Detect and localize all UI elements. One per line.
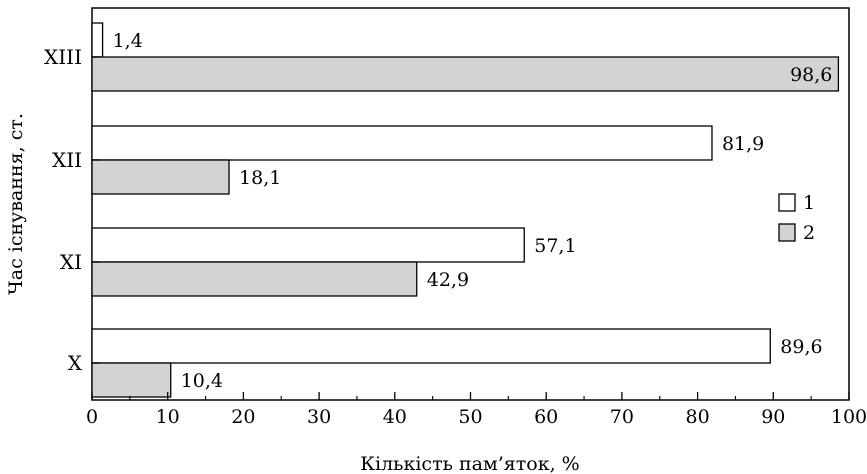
y-axis-title: Час існування, ст. — [5, 113, 27, 295]
x-tick-label-50: 50 — [458, 406, 482, 428]
x-axis-title: Кількість пам’яток, % — [360, 453, 579, 474]
legend-swatch-2 — [778, 223, 796, 242]
bar-series-1-XIII — [91, 22, 104, 58]
value-label-series-1-XII: 81,9 — [722, 133, 764, 155]
x-axis-ticks: 0 10 20 30 40 50 60 70 80 90 100 — [86, 392, 867, 428]
legend: 12 — [778, 192, 815, 244]
legend-swatch-1 — [778, 193, 796, 212]
bar-series-2-XI — [91, 261, 418, 297]
bars — [91, 22, 840, 398]
value-label-series-2-XI: 42,9 — [427, 269, 469, 291]
bar-series-1-XI — [91, 227, 525, 263]
x-tick-label-90: 90 — [761, 406, 785, 428]
bar-series-1-XII — [91, 125, 713, 161]
value-label-series-2-XII: 18,1 — [239, 167, 281, 189]
x-tick-label-70: 70 — [610, 406, 634, 428]
x-tick-label-30: 30 — [307, 406, 331, 428]
y-tick-label-X: X — [68, 351, 83, 375]
value-labels: 89,6 10,4 57,1 42,9 81,9 18,1 1,4 98,6 — [113, 30, 833, 392]
x-tick-label-10: 10 — [156, 406, 180, 428]
x-tick-label-20: 20 — [231, 406, 255, 428]
legend-label-1: 1 — [803, 192, 815, 214]
value-label-series-2-X: 10,4 — [181, 370, 223, 392]
bar-series-1-X — [91, 328, 771, 364]
x-tick-label-60: 60 — [534, 406, 558, 428]
bar-series-2-X — [91, 362, 172, 398]
value-label-series-1-XIII: 1,4 — [113, 30, 143, 52]
value-label-series-2-XIII: 98,6 — [790, 64, 832, 86]
value-label-series-1-XI: 57,1 — [534, 235, 576, 257]
x-tick-label-0: 0 — [86, 406, 98, 428]
y-axis-ticks: X XI XII XIII — [44, 45, 100, 375]
x-tick-label-100: 100 — [831, 406, 867, 428]
value-label-series-1-X: 89,6 — [780, 336, 822, 358]
bar-series-2-XII — [91, 159, 230, 195]
x-tick-label-80: 80 — [686, 406, 710, 428]
x-tick-label-40: 40 — [383, 406, 407, 428]
y-tick-label-XI: XI — [60, 250, 82, 274]
bar-series-2-XIII — [91, 56, 840, 92]
y-tick-label-XIII: XIII — [44, 45, 82, 69]
y-tick-label-XII: XII — [52, 148, 82, 172]
legend-label-2: 2 — [803, 222, 815, 244]
